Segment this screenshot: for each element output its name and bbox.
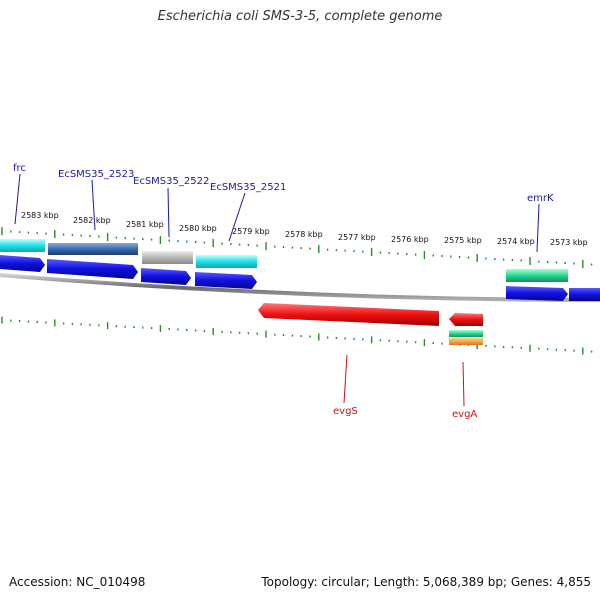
tick-label: 2579 kbp — [232, 227, 270, 236]
gene-label-ecsms35-2521[interactable]: EcSMS35_2521 — [210, 182, 286, 193]
feature-bar-orange — [449, 338, 483, 345]
gene-label-ecsms35-2522[interactable]: EcSMS35_2522 — [133, 176, 209, 187]
tick-label: 2575 kbp — [444, 236, 482, 245]
feature-bar-green — [449, 330, 483, 337]
feature-bar-cyan — [196, 255, 257, 268]
cds-arrow-forward — [0, 255, 45, 272]
feature-bar-steel — [48, 243, 138, 255]
gene-label-evga[interactable]: evgA — [452, 409, 477, 420]
cds-arrow-forward — [195, 272, 257, 289]
tick-label: 2573 kbp — [550, 238, 588, 247]
tick-label: 2577 kbp — [338, 233, 376, 242]
cds-arrow-forward — [141, 268, 191, 285]
map-title: Escherichia coli SMS-3-5, complete genom… — [157, 9, 443, 24]
gene-label-emrk[interactable]: emrK — [527, 193, 554, 204]
tick-label: 2581 kbp — [126, 220, 164, 229]
label-leader-line — [228, 192, 246, 242]
tick-ring-inner — [1, 316, 593, 355]
tick-label: 2576 kbp — [391, 235, 429, 244]
gene-label-evgs[interactable]: evgS — [333, 406, 358, 417]
cds-arrow-forward — [506, 286, 568, 301]
cds-arrow-reverse — [449, 313, 483, 326]
label-leader-line — [14, 173, 21, 225]
tick-label: 2574 kbp — [497, 237, 535, 246]
cds-arrow-forward — [47, 259, 138, 279]
genome-backbone — [0, 273, 600, 302]
label-leader-line — [536, 203, 540, 253]
accession-label: Accession: NC_010498 — [9, 575, 146, 589]
tick-label: 2583 kbp — [21, 211, 59, 220]
feature-bar-green — [506, 269, 568, 282]
label-leader-line — [167, 187, 170, 238]
label-leader-line — [343, 354, 348, 404]
feature-bar-cyan — [0, 239, 45, 252]
tick-ring-outer — [1, 227, 593, 268]
cds-arrow-forward — [569, 288, 600, 301]
tick-label: 2582 kbp — [73, 216, 111, 225]
tick-label: 2578 kbp — [285, 230, 323, 239]
feature-bar-gray — [142, 251, 193, 264]
gene-label-ecsms35-2523[interactable]: EcSMS35_2523 — [58, 169, 134, 180]
label-leader-line — [91, 179, 96, 231]
label-leader-line — [462, 361, 465, 407]
cds-arrow-reverse — [258, 303, 439, 326]
tick-label: 2580 kbp — [179, 224, 217, 233]
gene-label-frc[interactable]: frc — [13, 163, 26, 174]
topology-label: Topology: circular; Length: 5,068,389 bp… — [261, 575, 591, 589]
